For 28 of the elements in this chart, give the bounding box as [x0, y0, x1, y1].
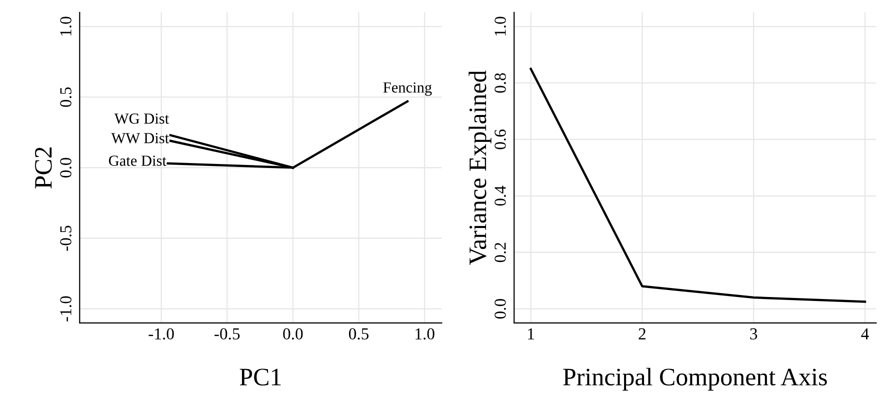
x-tick-label: 4	[861, 328, 869, 340]
y-tick-label: 1.0	[60, 16, 72, 36]
series-label: WG Dist	[114, 113, 170, 124]
x-tick-label: 0.5	[348, 328, 369, 340]
x-tick-label: 1.0	[416, 328, 434, 340]
y-tick-label: 0.5	[60, 87, 72, 107]
series-label: Fencing	[383, 82, 432, 96]
x-tick-label: 2	[638, 328, 646, 340]
y-tick-label: 0.0	[60, 158, 72, 178]
x-tick-label: -0.5	[214, 328, 240, 340]
series-label: Gate Dist	[108, 156, 166, 166]
series-label: WW Dist	[111, 133, 170, 144]
y-axis-title: PC2	[35, 148, 52, 188]
x-tick-label: -1.0	[148, 328, 174, 340]
y-axis-title: Variance Explained	[468, 70, 492, 265]
y-tick-label: 0.2	[494, 242, 506, 262]
y-tick-label: -0.5	[60, 226, 72, 251]
y-tick-label: -1.0	[60, 296, 72, 322]
y-tick-label: 0.6	[494, 130, 506, 150]
x-tick-label: 3	[750, 328, 758, 340]
x-axis-title: PC1	[240, 368, 281, 386]
x-tick-label: 0.0	[283, 328, 303, 340]
y-tick-label: 1.0	[494, 16, 506, 36]
x-tick-label: 1	[528, 328, 534, 340]
y-tick-label: 0.4	[494, 186, 506, 206]
y-tick-label: 0.0	[494, 299, 506, 319]
x-axis-title: Principal Component Axis	[563, 368, 827, 391]
y-tick-label: 0.8	[494, 73, 506, 93]
